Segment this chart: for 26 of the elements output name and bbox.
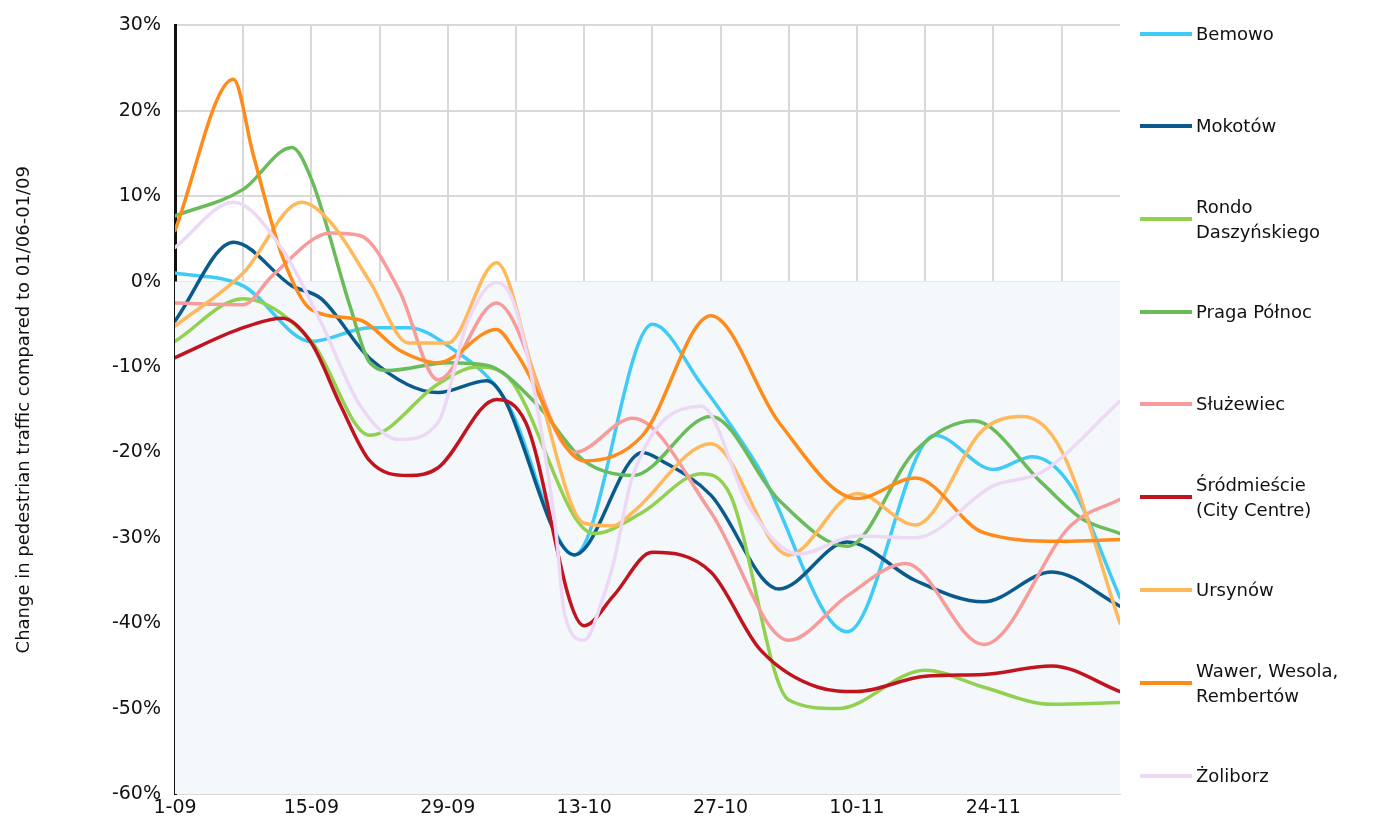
x-tick-label: 10-11	[829, 795, 885, 818]
y-tick-label: -20%	[111, 439, 161, 462]
y-tick-label: -10%	[111, 353, 161, 376]
legend-label: Śródmieście (City Centre)	[1196, 472, 1313, 522]
y-tick-label: 30%	[118, 12, 161, 35]
y-tick-label: 10%	[118, 183, 161, 206]
legend-label: Służewiec	[1196, 392, 1287, 417]
legend-label: Wawer, Wesola, Rembertów	[1196, 658, 1340, 708]
legend-label: Ursynów	[1196, 578, 1275, 603]
y-axis-title: Change in pedestrian traffic compared to 01/06-01/09	[12, 165, 34, 654]
legend-label: Praga Północ	[1196, 300, 1313, 325]
x-tick-label: 29-09	[420, 795, 476, 818]
legend-label: Rondo Daszyńskiego	[1196, 194, 1322, 244]
legend-label: Żoliborz	[1196, 764, 1270, 789]
x-tick-label: 13-10	[556, 795, 612, 818]
y-tick-label: -50%	[111, 695, 161, 718]
y-tick-label: 0%	[130, 268, 161, 291]
y-tick-label: -30%	[111, 524, 161, 547]
line-series	[175, 77, 1120, 543]
legend-label: Bemowo	[1196, 22, 1275, 47]
x-tick-label: 15-09	[283, 795, 339, 818]
legend-label: Mokotów	[1196, 114, 1278, 139]
x-tick-label: 27-10	[692, 795, 749, 818]
y-tick-label: -40%	[111, 610, 161, 633]
y-tick-label: 20%	[118, 97, 161, 120]
x-tick-label: 24-11	[965, 795, 1021, 818]
